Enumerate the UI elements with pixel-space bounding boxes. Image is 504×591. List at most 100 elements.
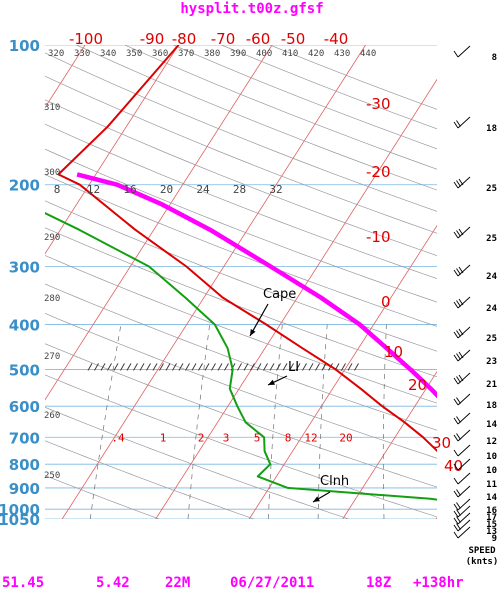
barb-speed-label: 21: [486, 380, 497, 390]
barb-speed-label: 11: [486, 480, 497, 490]
upper-temp-label: 8: [54, 183, 61, 196]
dry-adiabat-270: [45, 406, 349, 519]
barb-staff: [457, 326, 471, 339]
pressure-label-900: 900: [9, 480, 40, 498]
pressure-label-100: 100: [9, 37, 40, 55]
barb-staff: [457, 226, 471, 239]
hatch-mark: [295, 363, 301, 371]
hatch-mark: [87, 363, 93, 371]
theta-label-top: 350: [126, 49, 142, 59]
barb-staff: [457, 526, 471, 539]
theta-label-top: 360: [152, 49, 168, 59]
pressure-label-200: 200: [9, 177, 40, 195]
barb-feather: [453, 517, 459, 525]
barb-speed-label: 15: [486, 520, 497, 530]
hatch-mark: [217, 363, 223, 371]
annotation-cape: Cape: [263, 287, 296, 302]
pressure-label-1050: 1050: [0, 511, 40, 529]
barb-feather: [453, 463, 459, 471]
barb-staff: [457, 296, 471, 309]
top-temp-label: -100: [69, 30, 103, 48]
sounding-series: [45, 45, 437, 501]
dry-adiabat-430: [173, 45, 437, 150]
hatch-mark: [302, 363, 307, 371]
barb-staff: [457, 349, 471, 362]
barb-feather: [456, 376, 461, 383]
barb-feather: [453, 231, 459, 239]
upper-temp-label: 20: [160, 183, 173, 196]
hatch-mark: [198, 363, 203, 371]
barb-feather: [458, 228, 464, 236]
skewed-temp-label: 20: [408, 376, 427, 394]
theta-label-top: 330: [74, 49, 90, 59]
barb-staff: [457, 485, 471, 498]
barb-feather: [453, 121, 459, 129]
hatch-mark: [133, 363, 138, 371]
hatch-mark: [113, 363, 119, 371]
hatch-mark: [172, 363, 177, 371]
pressure-label-400: 400: [9, 316, 40, 334]
annotation-arrowhead: [268, 379, 275, 385]
footer-info: 51.45 5.42 22M 06/27/2011 18Z +138hr: [2, 575, 464, 591]
hatch-mark: [211, 363, 216, 371]
theta-label-top: 370: [178, 49, 194, 59]
barb-speed-label: 18: [486, 401, 497, 411]
hatch-mark: [250, 363, 255, 371]
barb-feather: [453, 377, 459, 385]
hatch-mark: [165, 363, 171, 371]
footer-lat: 51.45: [2, 575, 44, 591]
dry-adiabat-300: [45, 312, 437, 459]
isotherm--60: [45, 45, 86, 109]
mixing-ratio-2: [267, 324, 283, 519]
barb-staff: [457, 176, 471, 189]
isotherm--40: [45, 45, 273, 401]
barb-feather: [453, 398, 459, 406]
chart-title: hysplit.t00z.gfsf: [180, 1, 323, 17]
pressure-label-300: 300: [9, 258, 40, 276]
isotherm-0: [342, 370, 437, 519]
hatch-mark: [159, 363, 164, 371]
hatch-mark: [315, 363, 320, 371]
mixing-ratio-5: [382, 324, 387, 519]
hatch-mark: [146, 363, 151, 371]
barb-feather: [456, 502, 461, 509]
isotherm--20: [155, 78, 437, 519]
mixing-ratio-0.4: [89, 324, 122, 519]
barb-staff: [457, 372, 471, 385]
hatch-mark: [243, 363, 249, 371]
skewed-temp-label: -30: [366, 95, 391, 113]
barb-speed-label: 23: [486, 357, 497, 367]
dry-adiabat-310: [45, 283, 437, 431]
barb-feather: [456, 120, 461, 127]
hatch-mark: [341, 363, 346, 371]
theta-label-top: 320: [48, 49, 64, 59]
hatch-mark: [178, 363, 184, 371]
barb-feather: [456, 523, 461, 530]
top-temp-label: -90: [140, 30, 165, 48]
barb-staff: [457, 45, 471, 58]
dry-adiabat-370: [45, 123, 437, 280]
barb-feather: [456, 516, 461, 523]
hatch-mark: [139, 363, 145, 371]
annotation-arrowhead: [250, 329, 256, 336]
dry-adiabat-lines: [45, 45, 437, 519]
skewed-temp-label: -20: [366, 163, 391, 181]
pressure-label-1000: 1000: [0, 501, 40, 519]
upper-temp-label: 24: [196, 183, 210, 196]
mixing-ratio-label: 2: [198, 431, 205, 444]
barb-staff: [457, 498, 471, 511]
skewed-temp-label: 30: [432, 434, 451, 452]
top-temp-label: -80: [172, 30, 197, 48]
barb-feather: [456, 230, 461, 237]
barb-feather: [453, 331, 459, 339]
mixing-ratio-label: 5: [254, 431, 261, 444]
series-temperature: [57, 45, 437, 453]
barb-feather: [453, 531, 459, 539]
barb-staff: [457, 393, 471, 406]
barb-staff: [457, 429, 471, 442]
hatch-mark: [276, 363, 281, 371]
dry-adiabat-350: [45, 174, 437, 327]
theta-label-top: 430: [334, 49, 350, 59]
pressure-label-500: 500: [9, 361, 40, 379]
